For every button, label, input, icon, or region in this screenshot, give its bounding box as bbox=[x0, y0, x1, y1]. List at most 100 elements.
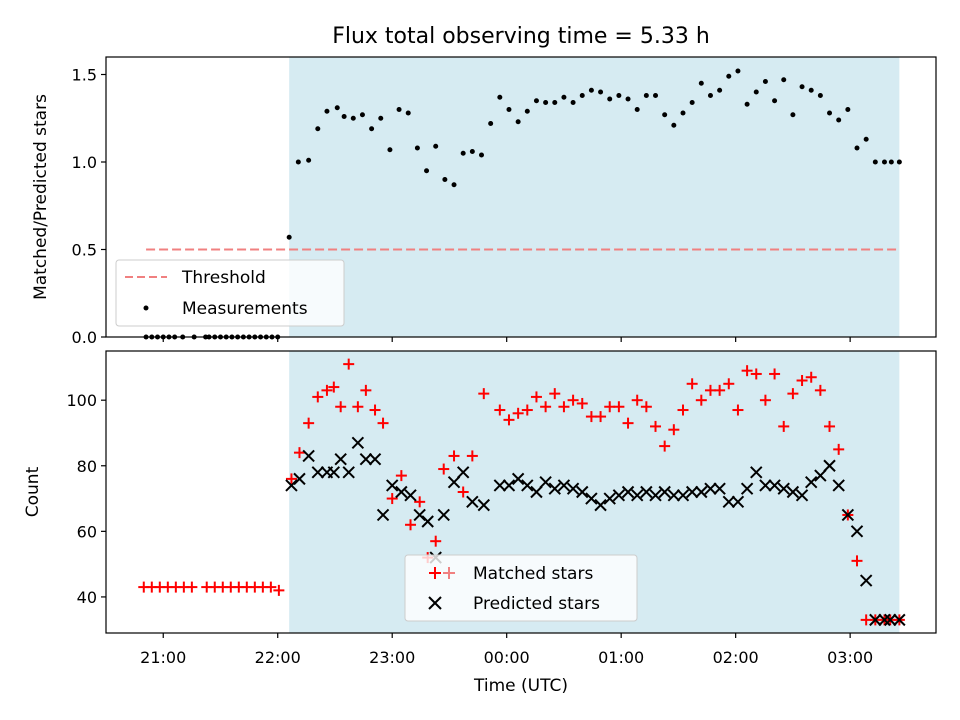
measurement-point bbox=[735, 68, 741, 74]
measurement-point bbox=[506, 107, 512, 112]
ratio-y-axis-label: Matched/Predicted stars bbox=[31, 94, 51, 300]
matched-star-point bbox=[787, 388, 799, 400]
measurement-point bbox=[588, 87, 594, 93]
predicted-star-point bbox=[883, 613, 897, 627]
count-panel: 40 60 80 100 21:00 22:00 23:00 00:00 01:00 02:00… bbox=[23, 350, 937, 696]
measurement-point bbox=[524, 108, 530, 114]
matched-star-point bbox=[613, 401, 625, 413]
measurement-point bbox=[872, 159, 878, 165]
matched-star-point bbox=[769, 368, 781, 380]
matched-star-point bbox=[466, 450, 478, 462]
matched-star-point bbox=[303, 417, 315, 429]
matched-star-point bbox=[805, 371, 817, 383]
y-tick-label: 80 bbox=[77, 457, 97, 476]
predicted-star-point bbox=[342, 466, 355, 479]
matched-star-point bbox=[265, 581, 277, 593]
predicted-star-point bbox=[594, 498, 607, 512]
matched-star-point bbox=[377, 417, 389, 429]
x-tick-label: 22:00 bbox=[255, 648, 301, 667]
matched-star-point bbox=[186, 581, 198, 593]
measurement-point bbox=[762, 79, 768, 84]
measurement-point bbox=[808, 87, 814, 93]
predicted-star-point bbox=[466, 495, 479, 509]
matched-star-point bbox=[567, 394, 579, 406]
matched-star-point bbox=[695, 394, 707, 406]
matched-star-point bbox=[824, 420, 836, 432]
observing-window-shade bbox=[289, 57, 900, 337]
predicted-star-point bbox=[334, 453, 347, 466]
measurement-point bbox=[324, 108, 330, 114]
legend-predicted-label: Predicted stars bbox=[473, 594, 600, 614]
predicted-star-point bbox=[823, 459, 836, 472]
predicted-star-point bbox=[511, 472, 525, 486]
matched-star-point bbox=[343, 358, 355, 370]
measurement-point bbox=[561, 94, 567, 100]
measurement-point bbox=[888, 159, 894, 165]
matched-star-point bbox=[405, 519, 417, 531]
predicted-star-point bbox=[285, 479, 298, 492]
matched-star-point bbox=[438, 463, 450, 475]
predicted-star-point bbox=[612, 489, 626, 502]
measurement-point bbox=[643, 93, 649, 98]
predicted-star-point bbox=[750, 466, 763, 479]
predicted-star-point bbox=[731, 495, 745, 509]
predicted-star-point bbox=[302, 449, 315, 463]
predicted-star-point bbox=[859, 574, 873, 587]
count-panel-frame bbox=[105, 350, 937, 634]
measurement-point bbox=[570, 100, 576, 105]
predicted-star-point bbox=[404, 489, 417, 502]
matched-star-point bbox=[549, 388, 561, 400]
matched-star-point bbox=[714, 384, 726, 396]
y-tick-label: 100 bbox=[66, 391, 97, 410]
legend-threshold-label: Threshold bbox=[181, 268, 266, 288]
matched-star-point bbox=[723, 378, 735, 390]
x-tick-label: 03:00 bbox=[827, 648, 873, 667]
measurement-point bbox=[781, 77, 787, 83]
matched-star-point bbox=[741, 365, 753, 377]
predicted-star-point bbox=[327, 466, 341, 479]
predicted-star-point bbox=[795, 489, 809, 502]
measurement-point bbox=[634, 107, 640, 112]
measurement-points bbox=[143, 68, 902, 340]
matched-star-point bbox=[796, 375, 808, 387]
predicted-star-point bbox=[878, 613, 891, 627]
matched-star-point bbox=[668, 424, 680, 436]
measurement-point bbox=[896, 159, 902, 165]
measurement-point bbox=[790, 112, 796, 118]
measurement-point bbox=[817, 93, 823, 98]
predicted-star-point bbox=[814, 469, 827, 482]
figure-title: Flux total observing time = 5.33 h bbox=[332, 24, 710, 49]
x-tick-label: 23:00 bbox=[369, 648, 415, 667]
count-y-axis-label: Count bbox=[23, 466, 43, 517]
matched-star-point bbox=[677, 404, 689, 416]
legend-predicted-swatch bbox=[428, 596, 442, 610]
ratio-y-ticks: 0.0 0.5 1.0 1.5 bbox=[72, 66, 106, 347]
matched-star-point bbox=[414, 496, 426, 508]
predicted-star-point bbox=[368, 453, 382, 466]
predicted-star-point bbox=[530, 485, 543, 499]
measurement-point bbox=[726, 73, 732, 79]
predicted-star-point bbox=[695, 485, 708, 499]
predicted-star-point bbox=[477, 498, 491, 512]
predicted-star-point bbox=[502, 479, 516, 492]
matched-star-point bbox=[273, 584, 285, 596]
predicted-star-point bbox=[521, 479, 534, 492]
predicted-star-point bbox=[603, 492, 616, 505]
count-x-ticks: 21:00 22:00 23:00 00:00 01:00 02:00 03:00 bbox=[140, 633, 873, 667]
measurement-point bbox=[359, 112, 365, 118]
measurement-point bbox=[598, 89, 604, 95]
measurement-point bbox=[689, 100, 695, 105]
predicted-star-point bbox=[293, 472, 306, 486]
measurement-point bbox=[479, 152, 485, 158]
measurement-point bbox=[350, 115, 356, 121]
measurement-point bbox=[306, 157, 312, 163]
predicted-star-point bbox=[713, 482, 726, 495]
predicted-star-point bbox=[658, 485, 671, 499]
measurement-point bbox=[845, 107, 851, 112]
predicted-star-point bbox=[893, 613, 906, 627]
measurement-point bbox=[433, 143, 439, 149]
measurement-point bbox=[863, 136, 869, 142]
measurement-point bbox=[827, 110, 833, 116]
matched-star-point bbox=[650, 420, 662, 432]
measurement-point bbox=[698, 80, 704, 86]
